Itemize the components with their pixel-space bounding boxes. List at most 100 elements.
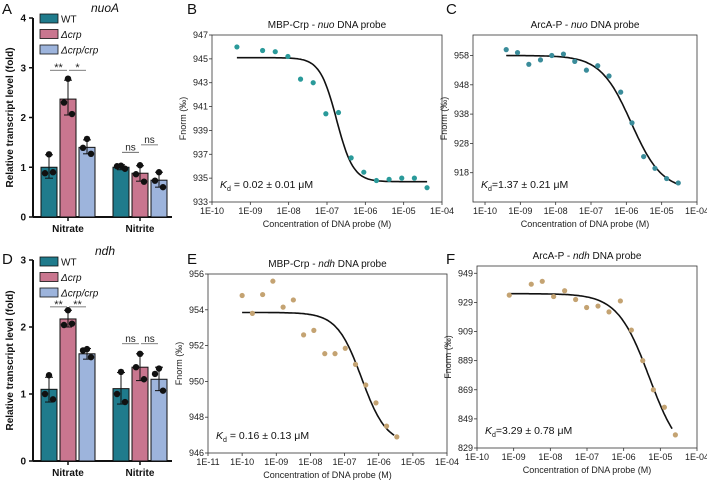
kd-subscript: d bbox=[223, 437, 227, 444]
legend-label: Δcrp/crp bbox=[60, 289, 99, 300]
legend-swatch bbox=[39, 29, 59, 39]
x-tick-label: 1E-10 bbox=[473, 206, 497, 216]
significance-label: ns bbox=[125, 142, 136, 153]
significance-label: ** bbox=[54, 62, 63, 74]
y-tick-label: 956 bbox=[189, 269, 204, 279]
x-tick-label: 1E-05 bbox=[401, 457, 425, 467]
panel-letter-b: B bbox=[187, 1, 197, 18]
data-point bbox=[348, 155, 354, 161]
data-point bbox=[311, 327, 317, 333]
title-part: ndh bbox=[318, 259, 335, 270]
data-point bbox=[301, 332, 307, 338]
data-point bbox=[640, 358, 646, 364]
data-point bbox=[342, 345, 348, 351]
replicate-point bbox=[113, 163, 121, 170]
data-point bbox=[595, 303, 601, 309]
data-point bbox=[234, 44, 240, 50]
title-part: ArcA-P - bbox=[533, 251, 573, 262]
data-point bbox=[650, 387, 656, 393]
replicate-point bbox=[155, 365, 163, 372]
data-point bbox=[386, 176, 392, 182]
data-point bbox=[506, 292, 512, 298]
y-tick-label: 869 bbox=[458, 385, 473, 395]
kd-value: =3.29 ± 0.78 μM bbox=[496, 425, 572, 437]
x-tick-label: 1E-07 bbox=[575, 452, 599, 462]
category-label: Nitrate bbox=[52, 224, 84, 235]
title-part: nuo bbox=[318, 20, 335, 31]
y-tick-label: 2 bbox=[20, 113, 26, 124]
title-part: DNA probe bbox=[334, 20, 386, 31]
y-tick-label: 2 bbox=[20, 323, 26, 334]
legend-label: Δcrp/crp bbox=[60, 46, 99, 57]
y-tick-label: 945 bbox=[193, 54, 208, 64]
x-tick-label: 1E-04 bbox=[435, 457, 459, 467]
y-tick-label: 0 bbox=[20, 457, 26, 468]
y-tick-label: 933 bbox=[193, 197, 208, 207]
kd-value: =1.37 ± 0.21 μM bbox=[492, 179, 568, 191]
y-axis-label: Fnorm (‰) bbox=[439, 97, 449, 141]
data-point bbox=[661, 404, 667, 410]
y-axis-label: Fnorm (‰) bbox=[178, 97, 188, 141]
chart-title: MBP-Crp - ndh DNA probe bbox=[268, 259, 387, 270]
x-tick-label: 1E-04 bbox=[685, 452, 707, 462]
y-tick-label: 829 bbox=[458, 443, 473, 453]
data-point bbox=[424, 185, 430, 191]
replicate-point bbox=[132, 171, 140, 178]
y-tick-label: 935 bbox=[193, 173, 208, 183]
replicate-point bbox=[151, 177, 159, 184]
data-point bbox=[629, 120, 635, 126]
y-tick-label: 918 bbox=[454, 168, 469, 178]
significance-label: ns bbox=[125, 334, 136, 345]
fit-curve bbox=[506, 54, 679, 186]
data-point bbox=[332, 351, 338, 357]
x-tick-label: 1E-08 bbox=[544, 206, 568, 216]
data-point bbox=[572, 58, 578, 64]
kd-symbol: K bbox=[220, 179, 228, 191]
data-point bbox=[526, 61, 532, 67]
data-point bbox=[606, 309, 612, 315]
data-point bbox=[537, 57, 544, 63]
replicate-point bbox=[159, 183, 167, 191]
x-tick-label: 1E-06 bbox=[367, 457, 391, 467]
x-tick-label: 1E-09 bbox=[502, 452, 526, 462]
kd-label: Kd = 0.02 ± 0.01 μM bbox=[220, 179, 313, 193]
data-point bbox=[562, 288, 568, 294]
y-tick-label: 949 bbox=[458, 268, 473, 278]
significance-label: ns bbox=[144, 135, 155, 146]
replicate-point bbox=[79, 144, 87, 152]
bar-2-0 bbox=[78, 146, 96, 218]
y-axis-label: Fnorm (‰) bbox=[174, 342, 184, 386]
replicate-point bbox=[121, 398, 129, 406]
chart-title: MBP-Crp - nuo DNA probe bbox=[268, 20, 387, 31]
x-tick-label: 1E-05 bbox=[648, 452, 672, 462]
significance-label: ns bbox=[144, 334, 155, 345]
y-tick-label: 928 bbox=[454, 138, 469, 148]
replicate-point bbox=[45, 151, 53, 158]
kd-symbol: K bbox=[481, 179, 489, 191]
data-point bbox=[363, 382, 369, 388]
data-point bbox=[411, 175, 417, 181]
chart-title: ArcA-P - nuo DNA probe bbox=[531, 20, 640, 31]
kd-symbol: K bbox=[216, 430, 224, 442]
chart-title: ArcA-P - ndh DNA probe bbox=[533, 251, 642, 262]
data-point bbox=[280, 304, 286, 310]
kd-value: = 0.02 ± 0.01 μM bbox=[231, 179, 313, 191]
y-tick-label: 941 bbox=[193, 102, 208, 112]
y-tick-label: 948 bbox=[189, 412, 204, 422]
kd-subscript: d bbox=[227, 186, 231, 193]
y-axis-label: Relative transcript level (fold) bbox=[5, 47, 16, 187]
data-point bbox=[675, 180, 681, 186]
data-point bbox=[514, 49, 521, 56]
kd-subscript: d bbox=[488, 186, 492, 193]
replicate-point bbox=[113, 390, 121, 398]
data-point bbox=[297, 76, 304, 82]
x-tick-label: 1E-10 bbox=[230, 457, 254, 467]
y-tick-label: 3 bbox=[20, 63, 26, 74]
replicate-point bbox=[49, 169, 57, 176]
title-part: ndh bbox=[573, 251, 590, 262]
fit-curve bbox=[236, 56, 428, 183]
x-tick-label: 1E-06 bbox=[614, 206, 638, 216]
data-point bbox=[606, 73, 612, 79]
binding-chart-c: ArcA-P - nuo DNA probe 1E-10 1E-09 1E-08 1E-… bbox=[439, 20, 707, 229]
